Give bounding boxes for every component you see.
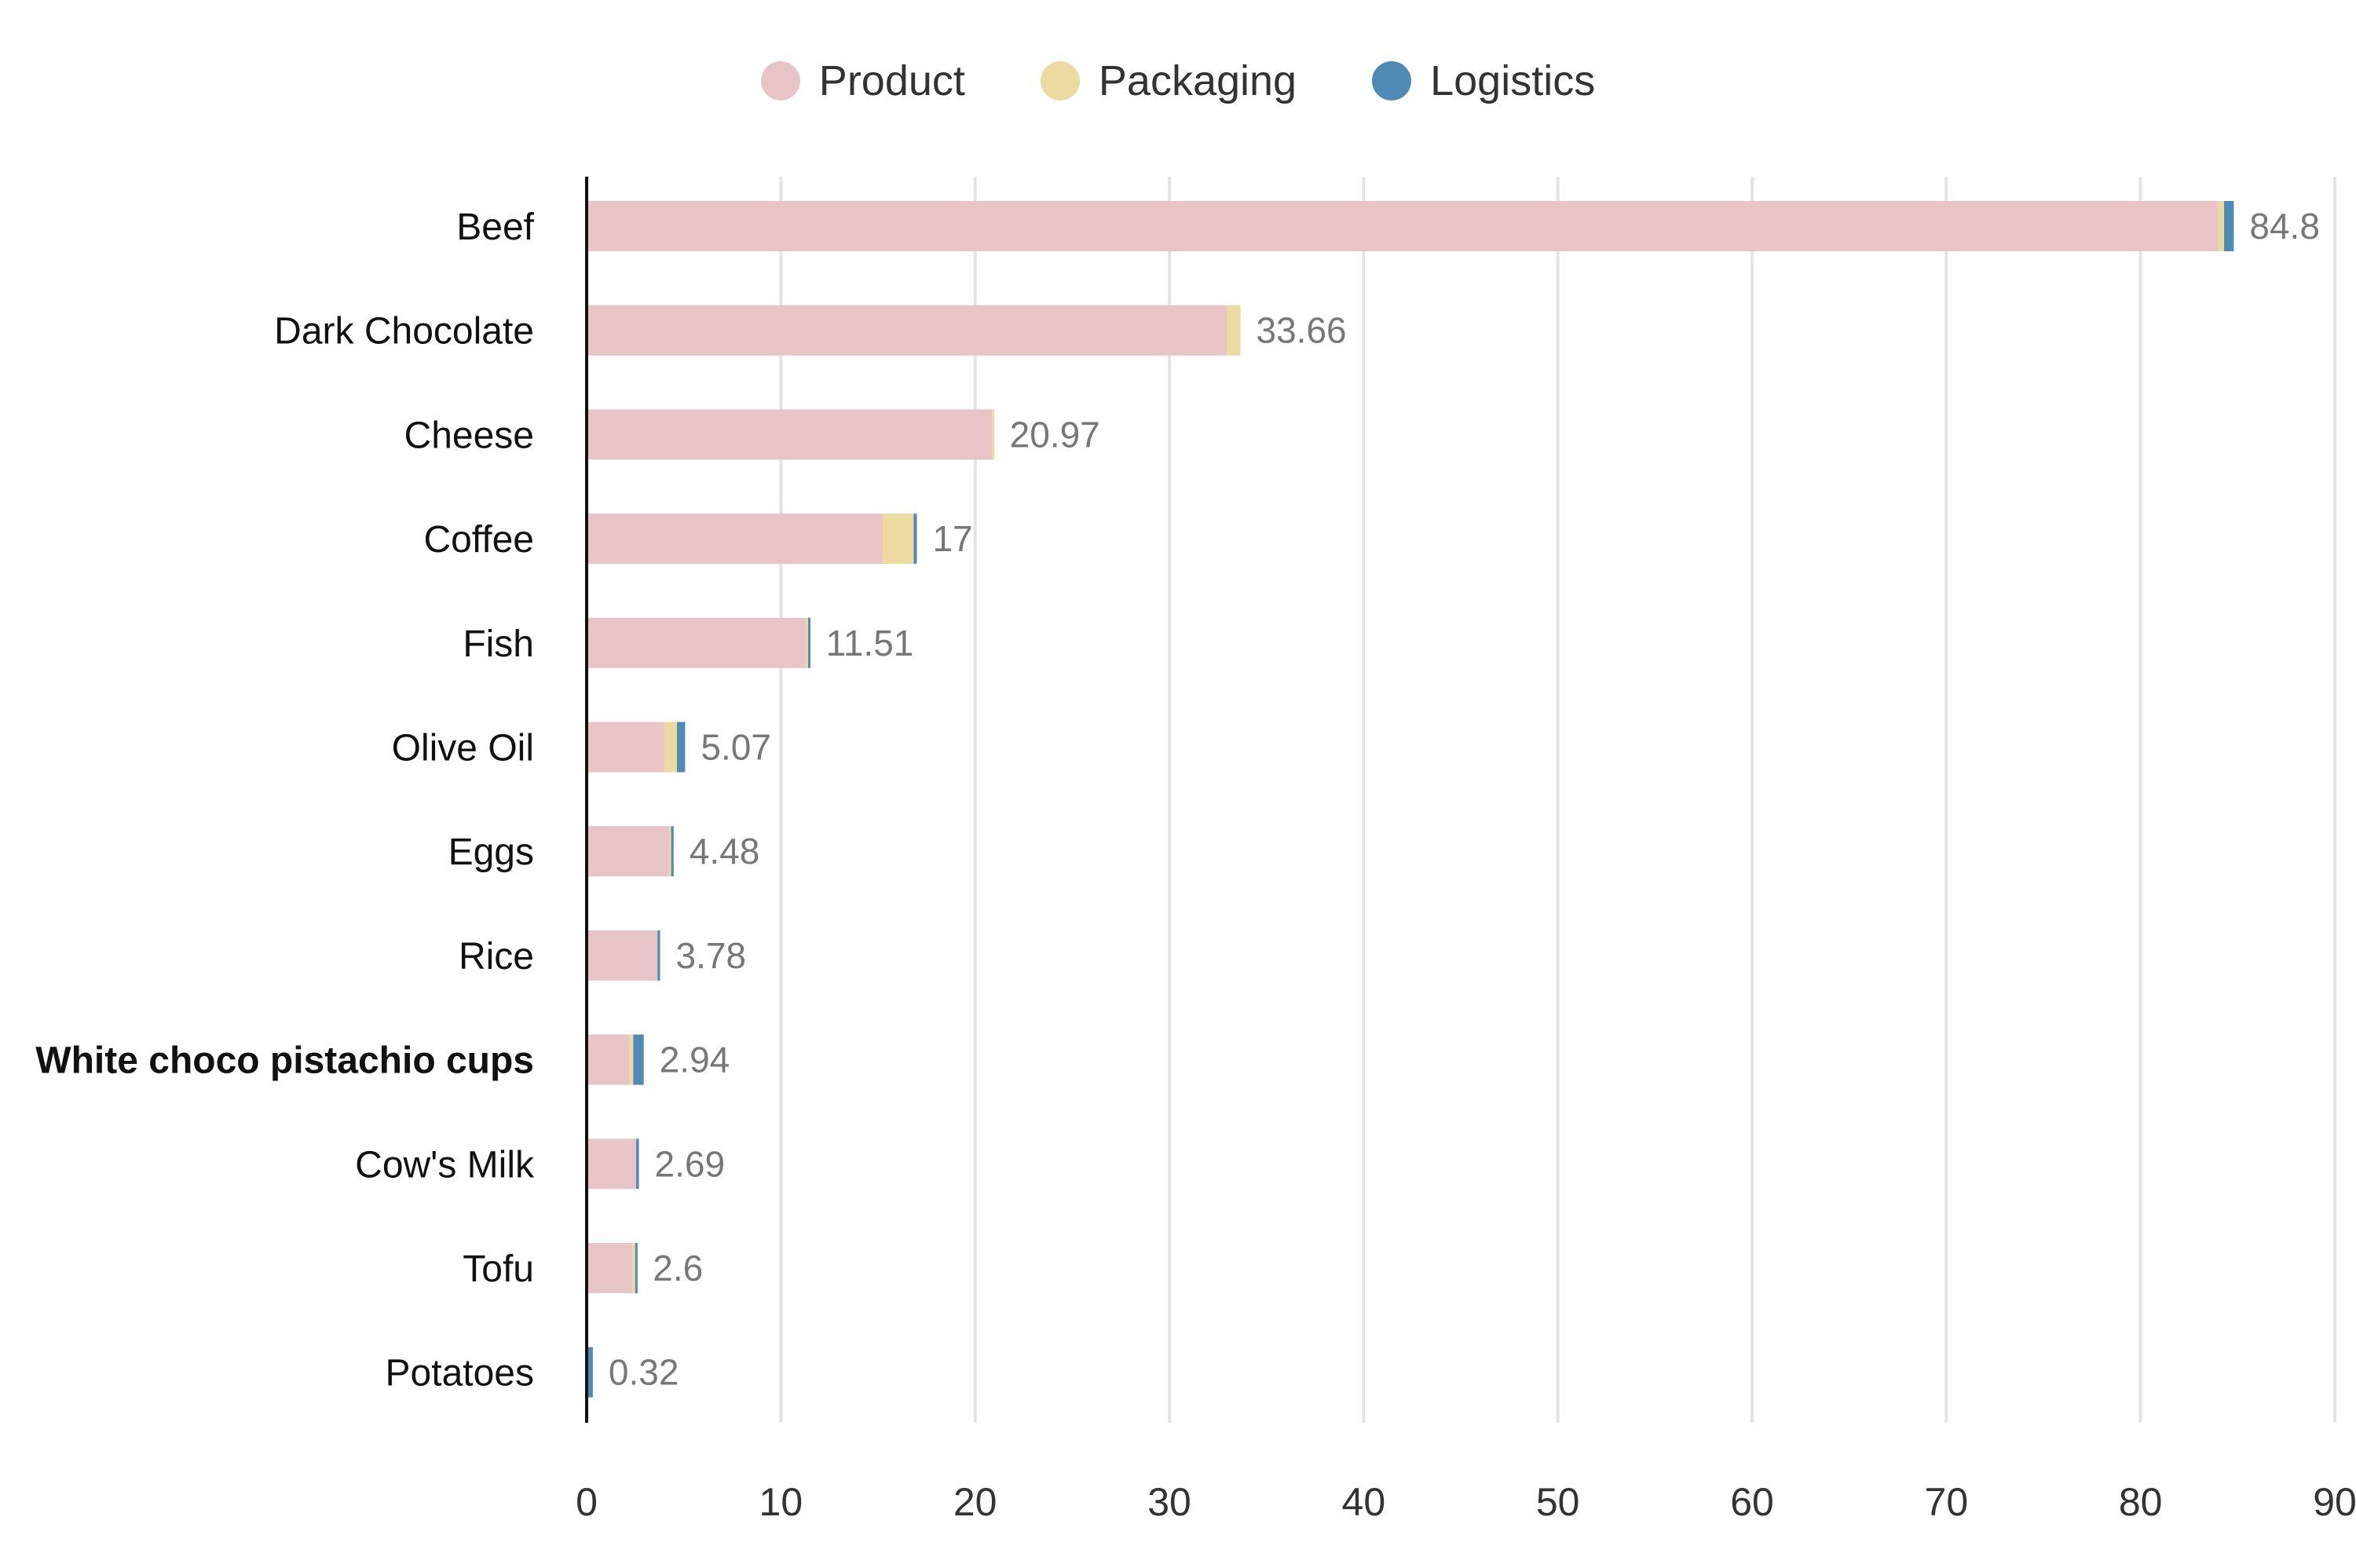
category-label: White choco pistachio cups [35,1040,534,1082]
total-value-label: 4.48 [690,831,760,872]
x-tick-label: 70 [1925,1480,1969,1524]
bar-segment-packaging [2218,201,2225,251]
bar-segment-logistics [2224,201,2234,251]
category-label: Rice [459,936,534,978]
bar-segment-packaging [992,409,995,460]
bar-segment-product [587,1139,637,1190]
packaging-swatch-icon [1040,61,1080,101]
bar-segment-packaging [629,1034,634,1085]
total-value-label: 5.07 [701,727,771,768]
x-tick-label: 40 [1342,1480,1386,1524]
bar-segment-logistics [587,1347,593,1398]
bar-segment-product [587,514,883,565]
category-label: Olive Oil [392,728,534,769]
category-label: Tofu [463,1248,534,1290]
category-label: Eggs [448,832,534,873]
total-value-label: 2.69 [655,1143,726,1184]
category-label: Beef [456,207,534,248]
category-label: Coffee [423,519,534,561]
legend-item-product[interactable]: Product [760,57,965,105]
category-label: Dark Chocolate [274,311,534,353]
bar-segment-logistics [635,1243,638,1293]
bar-segment-product [587,930,658,981]
x-tick-label: 60 [1730,1480,1774,1524]
bar-segment-logistics [671,826,674,877]
bar-segment-product [587,826,670,877]
bar-segment-packaging [669,826,672,877]
bar-segment-packaging [882,514,914,565]
bar-segment-logistics [807,617,810,668]
legend-item-packaging[interactable]: Packaging [1040,57,1297,105]
bar-segment-product [587,1243,633,1293]
bar-segment-logistics [913,514,917,565]
x-tick-label: 20 [953,1480,997,1524]
bar-segment-packaging [806,617,809,668]
bar-segment-logistics [677,722,686,773]
category-label: Cheese [404,415,534,456]
bar-segment-packaging [664,722,678,773]
bar-segment-packaging [632,1243,635,1293]
bar-segment-product [587,201,2219,251]
total-value-label: 20.97 [1010,414,1100,455]
total-value-label: 17 [932,518,972,559]
bar-segment-product [587,722,664,773]
x-tick-label: 90 [2313,1480,2356,1524]
category-label: Fish [463,623,534,665]
total-value-label: 84.8 [2249,206,2320,247]
bar-segment-product [587,409,993,460]
bar-segment-product [587,617,807,668]
x-tick-label: 0 [576,1480,598,1524]
x-tick-label: 30 [1147,1480,1191,1524]
total-value-label: 3.78 [675,935,746,976]
x-tick-label: 80 [2119,1480,2163,1524]
bar-segment-logistics [657,930,660,981]
bar-segment-packaging [1227,305,1241,356]
total-value-label: 2.6 [653,1248,703,1288]
bar-segment-product [587,1034,630,1085]
legend-item-logistics[interactable]: Logistics [1372,57,1595,105]
x-tick-label: 10 [759,1480,803,1524]
legend-label: Product [818,57,965,104]
category-label: Cow's Milk [355,1144,535,1186]
bar-segment-logistics [633,1034,644,1085]
category-label: Potatoes [386,1353,534,1394]
total-value-label: 33.66 [1257,310,1347,351]
bar-segment-logistics [636,1139,639,1190]
bar-segment-product [587,305,1227,356]
x-tick-label: 50 [1536,1480,1580,1524]
legend: Product Packaging Logistics [0,57,2356,105]
total-value-label: 0.32 [609,1352,679,1393]
legend-label: Logistics [1430,57,1596,104]
legend-label: Packaging [1098,57,1297,104]
total-value-label: 2.94 [660,1040,730,1080]
total-value-label: 11.51 [826,623,914,663]
product-swatch-icon [760,61,800,101]
logistics-swatch-icon [1372,61,1412,101]
